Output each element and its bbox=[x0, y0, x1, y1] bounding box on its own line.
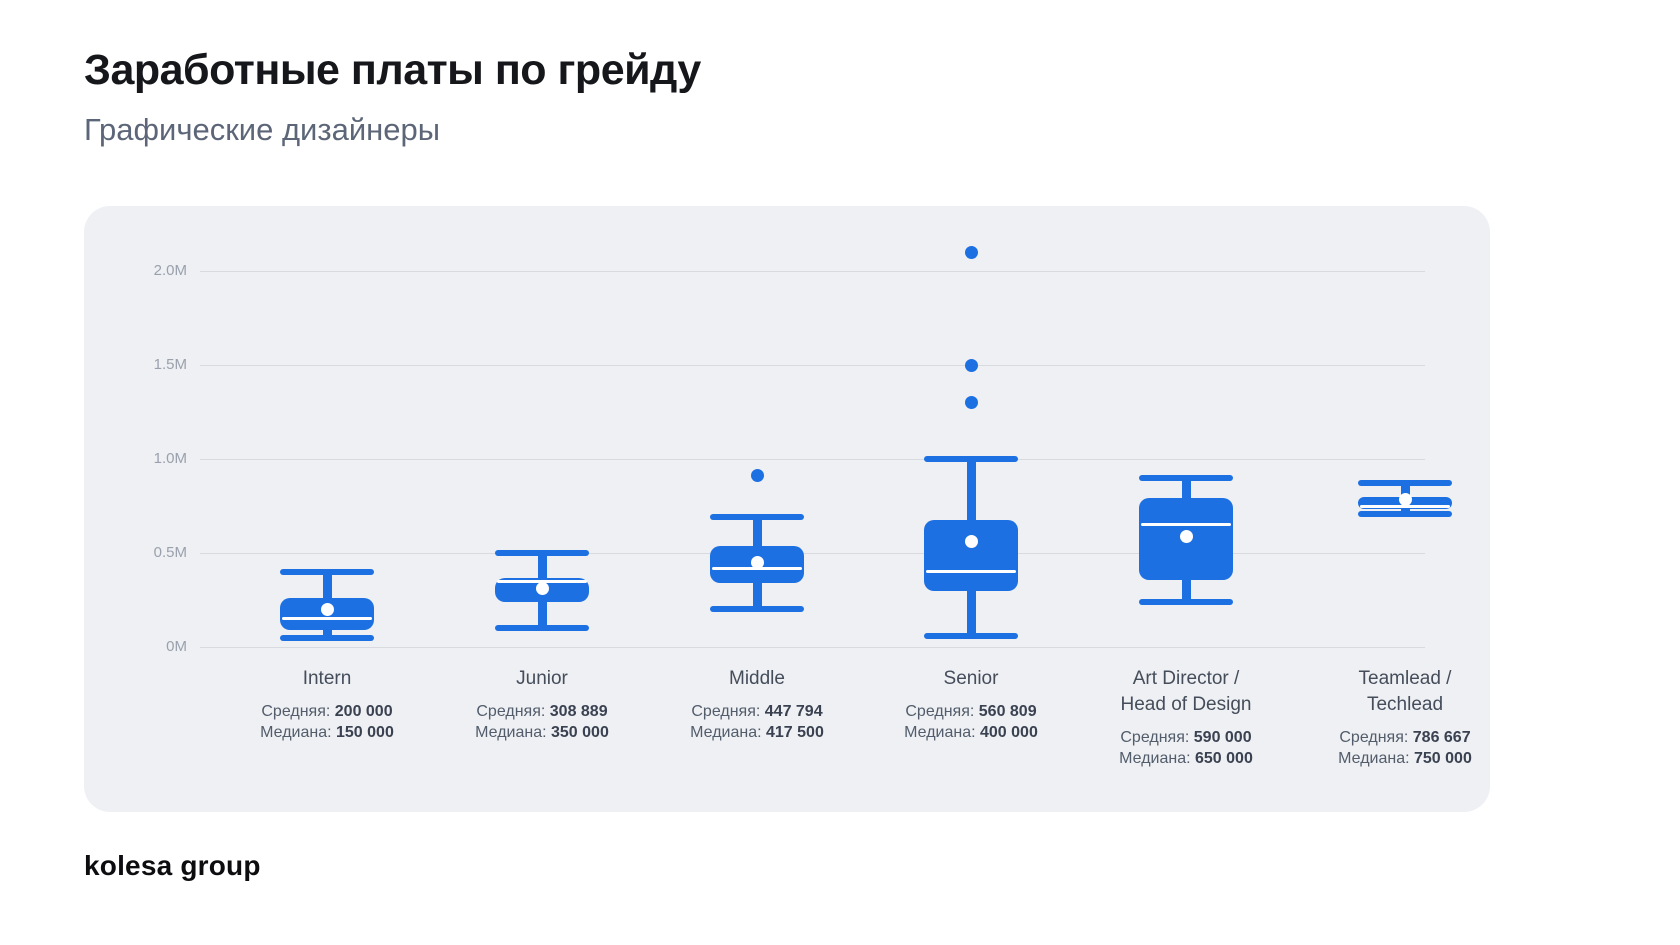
y-tick-label: 0M bbox=[166, 638, 187, 655]
mean-stat: Средняя: 786 667 bbox=[1339, 729, 1471, 746]
whisker-cap-bottom bbox=[1139, 598, 1233, 605]
category-column: Senior Средняя: 560 809 Медиана: 400 000 bbox=[861, 666, 1081, 743]
median-line bbox=[926, 570, 1016, 574]
gridline bbox=[200, 552, 1425, 554]
category-label: Junior bbox=[516, 668, 568, 689]
kolesa-group-logo: kolesa group bbox=[84, 850, 261, 881]
mean-stat: Средняя: 590 000 bbox=[1120, 729, 1252, 746]
mean-dot bbox=[1398, 492, 1412, 506]
median-stat: Медиана: 650 000 bbox=[1119, 750, 1253, 767]
category-label: Art Director / Head of Design bbox=[1120, 668, 1252, 715]
category-column: Teamlead / Techlead Средняя: 786 667 Медиан… bbox=[1295, 666, 1515, 769]
category-label: Senior bbox=[943, 668, 999, 689]
page-title: Заработные платы по грейду bbox=[84, 46, 701, 94]
gridline bbox=[200, 364, 1425, 366]
plot-area: 2.0M 1.5M 1.0M 0.5M 0M Intern Средняя: 200 000… bbox=[84, 206, 1490, 812]
category-label: Middle bbox=[729, 668, 785, 689]
mean-stat: Средняя: 200 000 bbox=[261, 703, 393, 720]
category-label: Intern bbox=[302, 668, 352, 689]
mean-stat: Средняя: 308 889 bbox=[476, 703, 608, 720]
median-line bbox=[1360, 504, 1450, 508]
whisker-cap-top bbox=[924, 456, 1018, 462]
category-column: Junior Средняя: 308 889 Медиана: 350 000 bbox=[432, 666, 652, 743]
whisker-stem-bottom bbox=[537, 601, 547, 629]
outlier-dot bbox=[750, 469, 764, 483]
y-tick-label: 0.5M bbox=[153, 544, 187, 561]
mean-dot bbox=[750, 556, 764, 570]
category-stats: Средняя: 308 889 Медиана: 350 000 bbox=[432, 701, 652, 743]
whisker-stem-top bbox=[966, 459, 976, 521]
y-tick-label: 1.0M bbox=[153, 450, 187, 467]
category-column: Middle Средняя: 447 794 Медиана: 417 500 bbox=[647, 666, 867, 743]
gridline bbox=[200, 646, 1425, 648]
page-subtitle: Графические дизайнеры bbox=[84, 112, 441, 147]
mean-dot bbox=[535, 582, 549, 596]
mean-dot bbox=[964, 535, 978, 549]
mean-stat: Средняя: 560 809 bbox=[905, 703, 1037, 720]
category-column: Art Director / Head of Design Средняя: 590… bbox=[1076, 666, 1296, 769]
median-stat: Медиана: 417 500 bbox=[690, 724, 824, 741]
iqr-box bbox=[924, 520, 1018, 591]
whisker-stem-top bbox=[322, 571, 332, 599]
whisker-cap-top bbox=[1358, 480, 1452, 487]
whisker-cap-bottom bbox=[1358, 510, 1452, 517]
category-label: Teamlead / Techlead bbox=[1358, 668, 1452, 715]
whisker-cap-top bbox=[710, 514, 804, 521]
whisker-stem-bottom bbox=[752, 583, 762, 610]
whisker-cap-bottom bbox=[280, 634, 374, 641]
mean-dot bbox=[320, 602, 334, 616]
category-stats: Средняя: 447 794 Медиана: 417 500 bbox=[647, 701, 867, 743]
gridline bbox=[200, 458, 1425, 460]
whisker-stem-top bbox=[1181, 477, 1191, 498]
y-tick-label: 2.0M bbox=[153, 262, 187, 279]
outlier-dot bbox=[964, 245, 978, 259]
whisker-cap-top bbox=[280, 568, 374, 575]
whisker-cap-bottom bbox=[495, 625, 589, 632]
category-stats: Средняя: 786 667 Медиана: 750 000 bbox=[1295, 727, 1515, 769]
outlier-dot bbox=[964, 396, 978, 410]
y-tick-label: 1.5M bbox=[153, 356, 187, 373]
category-stats: Средняя: 560 809 Медиана: 400 000 bbox=[861, 701, 1081, 743]
whisker-stem-top bbox=[1400, 483, 1410, 497]
mean-dot bbox=[1179, 529, 1193, 543]
median-line bbox=[1141, 523, 1231, 527]
whisker-stem-bottom bbox=[1181, 580, 1191, 602]
whisker-stem-top bbox=[537, 553, 547, 579]
whisker-cap-top bbox=[495, 550, 589, 556]
median-stat: Медиана: 150 000 bbox=[260, 724, 394, 741]
whisker-cap-bottom bbox=[924, 632, 1018, 639]
median-stat: Медиана: 750 000 bbox=[1338, 750, 1472, 767]
category-stats: Средняя: 590 000 Медиана: 650 000 bbox=[1076, 727, 1296, 769]
mean-stat: Средняя: 447 794 bbox=[691, 703, 823, 720]
category-stats: Средняя: 200 000 Медиана: 150 000 bbox=[217, 701, 437, 743]
whisker-stem-bottom bbox=[966, 590, 976, 636]
median-line bbox=[497, 579, 587, 583]
outlier-dot bbox=[964, 358, 978, 372]
median-line bbox=[282, 617, 372, 621]
whisker-cap-top bbox=[1139, 474, 1233, 481]
category-column: Intern Средняя: 200 000 Медиана: 150 000 bbox=[217, 666, 437, 743]
chart-panel: 2.0M 1.5M 1.0M 0.5M 0M Intern Средняя: 200 000… bbox=[84, 206, 1490, 812]
whisker-stem-top bbox=[752, 517, 762, 547]
gridline bbox=[200, 270, 1425, 272]
whisker-stem-bottom bbox=[322, 630, 332, 638]
whisker-cap-bottom bbox=[710, 606, 804, 613]
median-stat: Медиана: 350 000 bbox=[475, 724, 609, 741]
median-stat: Медиана: 400 000 bbox=[904, 724, 1038, 741]
